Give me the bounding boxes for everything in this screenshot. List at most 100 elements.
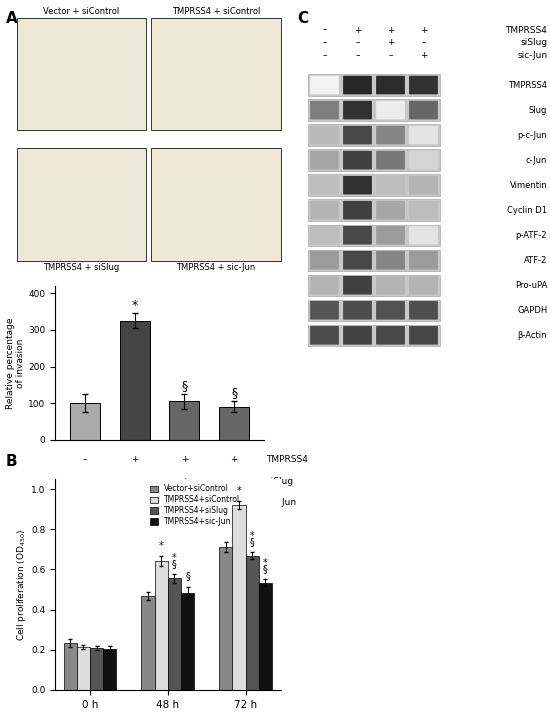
Point	[237, 72, 246, 84]
Point	[222, 87, 230, 99]
Point	[188, 104, 197, 116]
Text: +: +	[420, 51, 427, 60]
Text: –: –	[322, 39, 327, 47]
Text: Slug: Slug	[529, 106, 547, 114]
Text: –: –	[355, 51, 360, 60]
Point	[258, 121, 267, 132]
Y-axis label: Relative percentage
of invasion: Relative percentage of invasion	[6, 317, 25, 408]
Point	[163, 107, 172, 119]
Point	[247, 194, 256, 205]
Text: §: §	[182, 379, 188, 392]
Point	[193, 16, 202, 28]
Point	[246, 21, 255, 32]
Text: *: *	[131, 299, 138, 312]
Point	[271, 18, 279, 29]
Point	[82, 109, 91, 121]
Point	[245, 85, 254, 97]
Point	[67, 191, 76, 202]
Point	[250, 50, 259, 61]
Point	[87, 240, 96, 252]
Text: +: +	[180, 455, 188, 464]
Text: –: –	[133, 477, 137, 485]
Text: *: *	[263, 558, 268, 568]
Point	[267, 36, 276, 48]
Point	[255, 34, 264, 46]
Point	[47, 163, 56, 174]
Point	[258, 84, 267, 95]
Bar	[141, 596, 155, 690]
Point	[126, 84, 135, 95]
Point	[173, 66, 182, 77]
Point	[211, 26, 219, 37]
Point	[227, 26, 235, 37]
Point	[258, 235, 267, 246]
Text: +: +	[230, 498, 238, 507]
Text: §: §	[250, 537, 255, 547]
Point	[234, 22, 243, 34]
Point	[243, 23, 251, 34]
Point	[171, 44, 180, 56]
Point	[196, 26, 205, 38]
Point	[158, 92, 167, 103]
Text: A: A	[6, 11, 17, 26]
Point	[201, 209, 210, 220]
Point	[258, 234, 267, 245]
Point	[263, 28, 272, 39]
Point	[51, 163, 60, 174]
Point	[168, 56, 177, 67]
Point	[184, 114, 192, 125]
Point	[226, 199, 234, 211]
Point	[250, 47, 258, 59]
Point	[153, 34, 162, 46]
Point	[151, 113, 160, 124]
Text: §: §	[172, 559, 177, 569]
Point	[232, 98, 241, 109]
Point	[126, 147, 135, 158]
Point	[125, 223, 134, 235]
Text: TMPRSS4: TMPRSS4	[505, 26, 547, 34]
Text: ATF-2: ATF-2	[524, 256, 547, 265]
Text: –: –	[388, 51, 393, 60]
Text: Pro-uPA: Pro-uPA	[515, 281, 547, 290]
Point	[223, 65, 232, 77]
Bar	[155, 561, 168, 690]
Point	[260, 42, 269, 54]
Point	[249, 59, 257, 71]
Point	[273, 215, 282, 227]
Point	[207, 174, 216, 186]
Point	[194, 31, 203, 43]
Point	[204, 64, 212, 75]
Point	[270, 64, 279, 76]
Point	[268, 21, 277, 32]
Point	[131, 114, 140, 126]
Text: *: *	[172, 553, 177, 563]
Point	[215, 76, 224, 87]
Point	[250, 59, 259, 71]
Point	[272, 106, 280, 117]
Legend: Vector+siControl, TMPRSS4+siControl, TMPRSS4+siSlug, TMPRSS4+sic-Jun: Vector+siControl, TMPRSS4+siControl, TMP…	[148, 483, 241, 528]
Point	[118, 54, 127, 65]
Text: +: +	[354, 26, 361, 34]
Point	[207, 78, 216, 89]
Point	[258, 212, 267, 224]
Point	[200, 28, 208, 39]
Point	[75, 197, 84, 208]
Point	[216, 59, 224, 70]
Point	[255, 33, 263, 44]
Point	[216, 94, 225, 106]
Point	[226, 60, 235, 72]
Point	[245, 148, 254, 159]
Point	[172, 95, 180, 107]
Point	[137, 39, 146, 51]
Point	[48, 44, 57, 55]
Text: –: –	[82, 455, 87, 464]
Text: –: –	[322, 26, 327, 34]
Point	[269, 109, 278, 121]
Point	[179, 79, 188, 91]
Point	[185, 189, 194, 200]
Point	[178, 243, 187, 255]
Point	[26, 55, 35, 66]
Point	[272, 210, 280, 222]
Point	[227, 87, 235, 98]
Point	[199, 54, 207, 66]
